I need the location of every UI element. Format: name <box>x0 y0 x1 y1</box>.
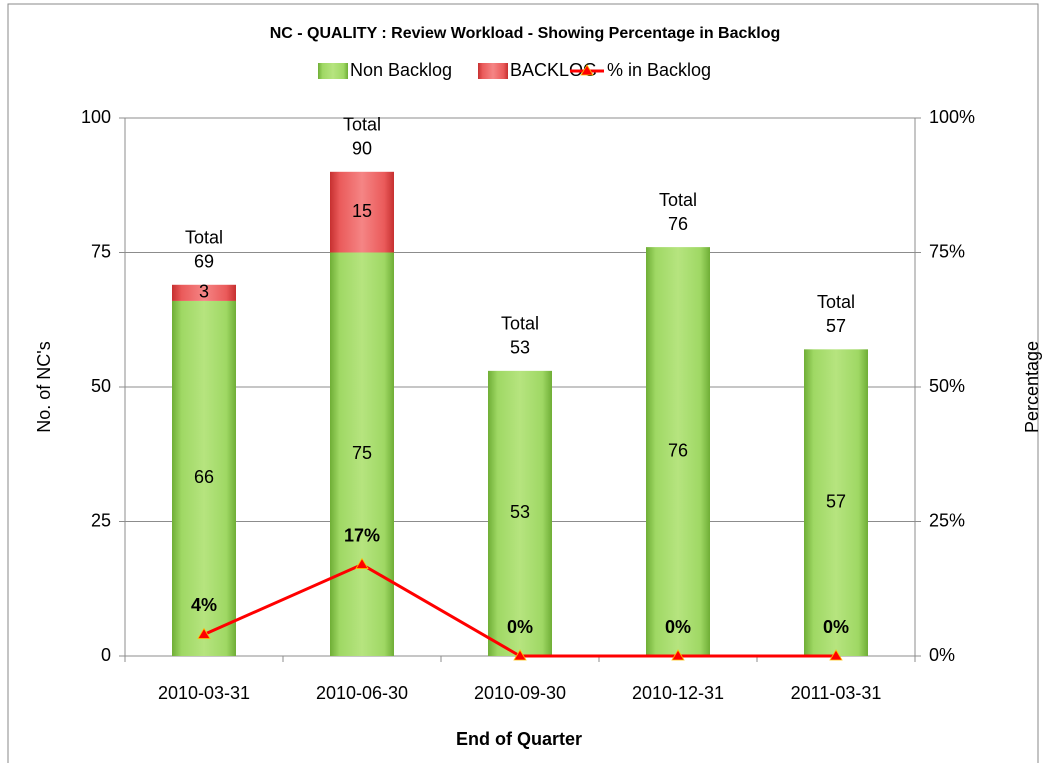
bar-segment <box>172 300 236 656</box>
y2-tick-label: 75% <box>929 241 965 261</box>
line-marker <box>671 649 685 661</box>
segment-label: 15 <box>352 201 372 221</box>
segment-label: 57 <box>826 491 846 511</box>
line-value-label: 0% <box>507 617 533 637</box>
y2-tick-label: 50% <box>929 376 965 396</box>
bar-segment <box>330 252 394 656</box>
x-tick-label: 2010-03-31 <box>158 683 250 703</box>
bar-segment <box>172 284 236 301</box>
line-marker <box>355 557 369 569</box>
chart-border <box>7 3 1039 763</box>
y2-tick-label: 0% <box>929 645 955 665</box>
y2-tick-label: 100% <box>929 107 975 127</box>
total-value: 53 <box>510 338 530 358</box>
y-tick-label: 75 <box>91 241 111 261</box>
legend-swatch <box>478 63 508 79</box>
legend-swatch <box>318 63 348 79</box>
line-value-label: 0% <box>665 617 691 637</box>
legend-label: % in Backlog <box>607 60 711 80</box>
segment-label: 76 <box>668 440 688 460</box>
segment-label: 75 <box>352 443 372 463</box>
line-marker <box>197 627 211 639</box>
total-label: Total <box>501 314 539 334</box>
line-marker <box>829 649 843 661</box>
line-value-label: 17% <box>344 525 380 545</box>
segment-label: 3 <box>199 282 209 302</box>
total-value: 57 <box>826 316 846 336</box>
x-tick-label: 2011-03-31 <box>791 683 882 703</box>
x-tick-label: 2010-09-30 <box>474 683 566 703</box>
bar-segment <box>646 247 710 656</box>
x-axis-label: End of Quarter <box>456 729 582 749</box>
chart-title: NC - QUALITY : Review Workload - Showing… <box>270 25 781 42</box>
line-marker <box>513 649 527 661</box>
x-tick-label: 2010-06-30 <box>316 683 408 703</box>
line-value-label: 0% <box>823 617 849 637</box>
total-value: 76 <box>668 214 688 234</box>
y-tick-label: 25 <box>91 510 111 530</box>
total-label: Total <box>817 292 855 312</box>
legend-label: Non Backlog <box>350 60 452 80</box>
y-tick-label: 100 <box>81 107 111 127</box>
y-tick-label: 0 <box>101 645 111 665</box>
segment-label: 66 <box>194 467 214 487</box>
bar-segment <box>488 370 552 656</box>
legend-label: BACKLOG <box>510 60 597 80</box>
y2-axis-label: Percentage <box>1022 341 1042 433</box>
total-label: Total <box>343 115 381 135</box>
segment-label: 53 <box>510 502 530 522</box>
bar-segment <box>330 171 394 253</box>
line-value-label: 4% <box>191 595 217 615</box>
x-tick-label: 2010-12-31 <box>632 683 724 703</box>
legend-marker <box>580 64 594 76</box>
y-tick-label: 50 <box>91 376 111 396</box>
y-axis-label: No. of NC's <box>34 341 54 432</box>
total-value: 90 <box>352 139 372 159</box>
total-value: 69 <box>194 252 214 272</box>
y2-tick-label: 25% <box>929 510 965 530</box>
bar-segment <box>804 349 868 656</box>
total-label: Total <box>185 228 223 248</box>
total-label: Total <box>659 190 697 210</box>
